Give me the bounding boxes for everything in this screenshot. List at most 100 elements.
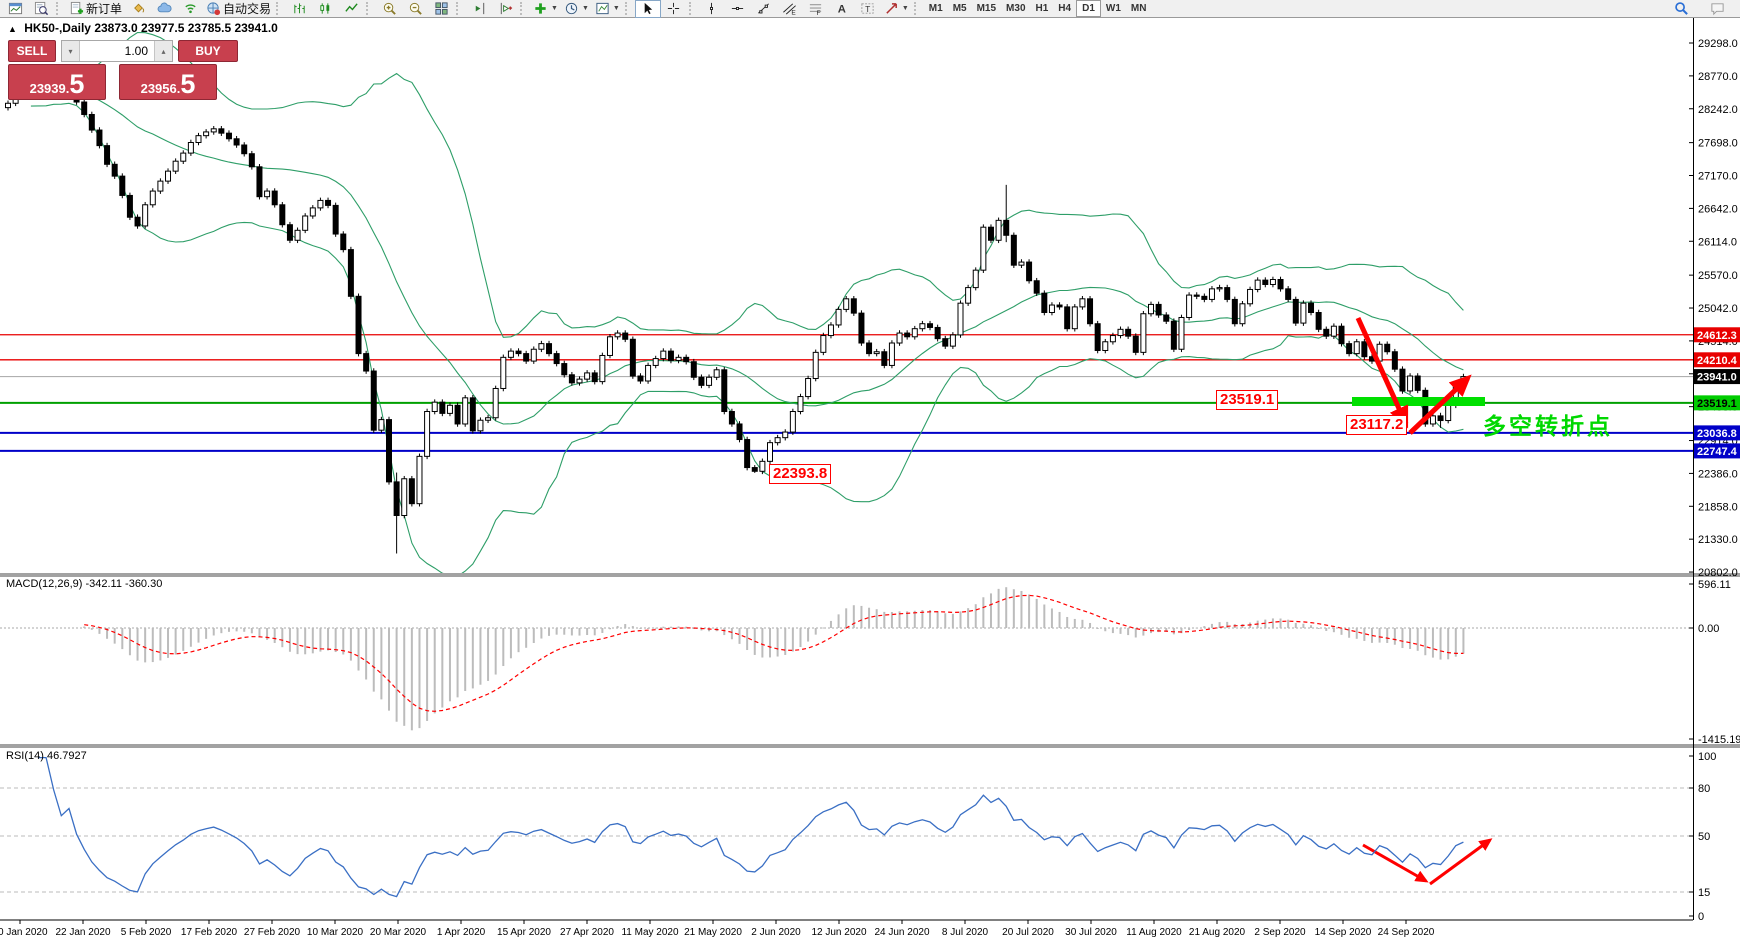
fibonacci-icon: F: [808, 1, 823, 16]
toolbar-separator: [366, 2, 372, 15]
svg-text:22386.0: 22386.0: [1698, 468, 1738, 480]
macd-layer: [0, 587, 1693, 731]
svg-text:21 May 2020: 21 May 2020: [684, 927, 742, 938]
signals-button[interactable]: [177, 0, 203, 18]
candlestick-chart-icon: [318, 1, 333, 16]
svg-text:25570.0: 25570.0: [1698, 270, 1738, 282]
timeframe-m1-button[interactable]: M1: [928, 3, 943, 14]
svg-text:24612.3: 24612.3: [1697, 330, 1737, 342]
periods-dropdown-caret[interactable]: ▼: [581, 5, 589, 12]
timeframe-m30-button[interactable]: M30: [1006, 3, 1026, 14]
chart-shift-button[interactable]: [466, 0, 492, 18]
buy-price-display: 23956. 5: [119, 64, 217, 100]
svg-text:A: A: [838, 4, 846, 16]
cursor-button[interactable]: [634, 0, 661, 18]
toolbar: 新订单 自动交易 ▼ ▼ ▼ E F A T ▼ M1 M5 M15 M30 H1 H4 D1 W1 MN: [0, 0, 1740, 18]
trendline-button[interactable]: [751, 0, 777, 18]
svg-text:22747.4: 22747.4: [1697, 446, 1738, 458]
svg-text:5 Feb 2020: 5 Feb 2020: [121, 927, 172, 938]
new-order-button[interactable]: 新订单: [66, 0, 125, 18]
timeframe-w1-button[interactable]: W1: [1105, 3, 1121, 14]
equidistant-channel-button[interactable]: E: [777, 0, 803, 18]
horizontal-line-button[interactable]: [725, 0, 751, 18]
price-annotation-23117: 23117.2: [1346, 415, 1408, 435]
svg-text:17 Feb 2020: 17 Feb 2020: [181, 927, 238, 938]
auto-trading-button[interactable]: 自动交易: [203, 0, 274, 18]
search-button[interactable]: [1668, 0, 1694, 18]
tile-windows-button[interactable]: [428, 0, 454, 18]
add-indicator-dropdown-caret[interactable]: ▼: [551, 5, 558, 12]
styler-button[interactable]: [125, 0, 151, 18]
svg-text:2 Sep 2020: 2 Sep 2020: [1254, 927, 1306, 938]
buy-button[interactable]: BUY: [178, 40, 238, 62]
timeframe-h4-button[interactable]: H4: [1058, 3, 1072, 14]
styler-icon: [131, 1, 146, 16]
new-order-icon: [69, 1, 84, 16]
volume-down-button[interactable]: ▾: [62, 41, 80, 61]
svg-text:12 Jun 2020: 12 Jun 2020: [811, 927, 866, 938]
timeframe-m5-button[interactable]: M5: [952, 3, 967, 14]
svg-text:21 Aug 2020: 21 Aug 2020: [1189, 927, 1246, 938]
text-label-button[interactable]: T: [855, 0, 881, 18]
new-order-label: 新订单: [86, 2, 123, 16]
svg-text:10 Jan 2020: 10 Jan 2020: [0, 927, 48, 938]
rsi-layer: [0, 756, 1693, 898]
templates-dropdown-caret[interactable]: ▼: [612, 5, 620, 12]
mql5-community-icon: [157, 1, 172, 16]
svg-text:0: 0: [1698, 911, 1704, 923]
chat-button[interactable]: [1704, 0, 1730, 18]
signals-icon: [183, 1, 198, 16]
crosshair-button[interactable]: [661, 0, 687, 18]
periods-button[interactable]: ▼: [561, 0, 592, 18]
svg-text:8 Jul 2020: 8 Jul 2020: [942, 927, 989, 938]
timeframe-m15-button[interactable]: M15: [976, 3, 997, 14]
equidistant-channel-icon: E: [782, 1, 797, 16]
bar-chart-button[interactable]: [286, 0, 312, 18]
panel-collapse-toggle[interactable]: ▲: [8, 24, 17, 34]
chart-header: ▲ HK50-,Daily 23873.0 23977.5 23785.5 23…: [8, 21, 278, 35]
fibonacci-button[interactable]: F: [803, 0, 829, 18]
svg-text:24210.4: 24210.4: [1697, 355, 1738, 367]
svg-text:21330.0: 21330.0: [1698, 534, 1738, 546]
add-indicator-button[interactable]: ▼: [530, 0, 561, 18]
sell-button[interactable]: SELL: [8, 40, 56, 62]
templates-button[interactable]: ▼: [592, 0, 623, 18]
market-watch-icon: [34, 1, 49, 16]
candlestick-chart-button[interactable]: [312, 0, 338, 18]
svg-text:15: 15: [1698, 887, 1710, 899]
shapes-dropdown-caret[interactable]: ▼: [901, 5, 909, 12]
vertical-line-button[interactable]: [699, 0, 725, 18]
tile-windows-icon: [434, 1, 449, 16]
svg-text:23036.8: 23036.8: [1697, 428, 1737, 440]
zoom-in-icon: [382, 1, 397, 16]
svg-text:22 Jan 2020: 22 Jan 2020: [55, 927, 110, 938]
shapes-button[interactable]: ▼: [881, 0, 912, 18]
svg-text:11 Aug 2020: 11 Aug 2020: [1126, 927, 1182, 938]
line-chart-button[interactable]: [338, 0, 364, 18]
date-axis: 10 Jan 2020 22 Jan 2020 5 Feb 2020 17 Feb 2…: [0, 920, 1435, 938]
charts-window-button[interactable]: [2, 0, 28, 18]
rsi-indicator-label: RSI(14) 46.7927: [6, 750, 87, 762]
add-indicator-icon: [533, 1, 548, 16]
svg-text:15 Apr 2020: 15 Apr 2020: [497, 927, 551, 938]
svg-text:23941.0: 23941.0: [1697, 372, 1737, 384]
zoom-in-button[interactable]: [376, 0, 402, 18]
volume-input[interactable]: 1.00: [124, 44, 148, 58]
svg-text:20 Mar 2020: 20 Mar 2020: [370, 927, 427, 938]
charts-window-icon: [8, 1, 23, 16]
zoom-out-button[interactable]: [402, 0, 428, 18]
auto-scroll-button[interactable]: [492, 0, 518, 18]
volume-up-button[interactable]: ▴: [154, 41, 172, 61]
macd-axis: 596.11 0.00 -1415.19: [1689, 579, 1740, 746]
mql5-community-button[interactable]: [151, 0, 177, 18]
timeframe-mn-button[interactable]: MN: [1130, 3, 1147, 14]
text-button[interactable]: A: [829, 0, 855, 18]
toolbar-separator: [520, 2, 526, 15]
svg-text:26114.0: 26114.0: [1698, 236, 1737, 248]
price-annotation-23519: 23519.1: [1216, 390, 1279, 410]
toolbar-right: [1668, 0, 1740, 18]
market-watch-button[interactable]: [28, 0, 54, 18]
timeframe-d1-button[interactable]: D1: [1076, 0, 1101, 17]
timeframe-h1-button[interactable]: H1: [1035, 3, 1049, 14]
